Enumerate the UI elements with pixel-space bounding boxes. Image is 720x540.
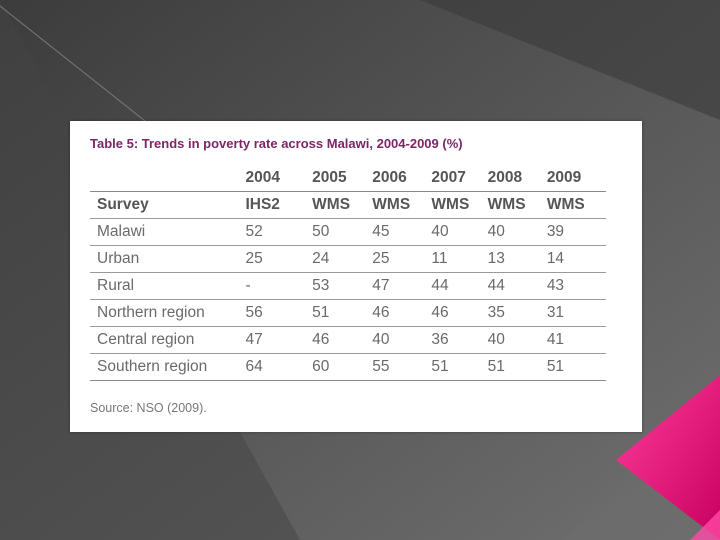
row-label: Northern region: [90, 299, 246, 327]
header-survey: WMS: [312, 191, 373, 219]
table-cell: 43: [546, 272, 606, 300]
background-facet-top: [0, 0, 720, 120]
table-cell: 31: [546, 299, 606, 327]
header-year: 2005: [312, 165, 373, 192]
header-year: 2009: [546, 165, 606, 192]
table-cell: 40: [372, 326, 432, 354]
table-cell: 25: [245, 245, 313, 273]
table-cell: 39: [546, 218, 606, 246]
header-survey: WMS: [546, 191, 606, 219]
table-cell: 47: [372, 272, 432, 300]
table-card: Table 5: Trends in poverty rate across M…: [70, 121, 642, 432]
table-cell: 46: [372, 299, 432, 327]
table-cell: 51: [546, 353, 606, 381]
table-cell: -: [245, 272, 313, 300]
header-survey: WMS: [431, 191, 488, 219]
table-cell: 45: [372, 218, 432, 246]
table-cell: 40: [487, 218, 547, 246]
table-row: Malawi 52 50 45 40 40 39: [90, 218, 606, 246]
table-cell: 46: [312, 326, 373, 354]
table-cell: 25: [372, 245, 432, 273]
table-cell: 52: [245, 218, 313, 246]
table-cell: 44: [487, 272, 547, 300]
table-cell: 14: [546, 245, 606, 273]
header-survey: IHS2: [245, 191, 313, 219]
table-cell: 11: [431, 245, 488, 273]
table-cell: 51: [431, 353, 488, 381]
table-cell: 35: [487, 299, 547, 327]
row-label: Central region: [90, 326, 246, 354]
header-year: 2008: [487, 165, 547, 192]
background-line: [0, 5, 146, 122]
pink-accent-small: [690, 510, 720, 540]
row-label: Rural: [90, 272, 246, 300]
table-cell: 64: [245, 353, 313, 381]
source-note: Source: NSO (2009).: [90, 401, 207, 415]
table-row: Northern region 56 51 46 46 35 31: [90, 299, 606, 327]
pink-accent-triangle: [616, 375, 720, 540]
table-header-years: 2004 2005 2006 2007 2008 2009: [90, 165, 606, 192]
table-cell: 36: [431, 326, 488, 354]
row-label: Urban: [90, 245, 246, 273]
table-cell: 44: [431, 272, 488, 300]
table-cell: 50: [312, 218, 373, 246]
poverty-table: 2004 2005 2006 2007 2008 2009 Survey IHS…: [90, 165, 606, 381]
table-row: Urban 25 24 25 11 13 14: [90, 245, 606, 273]
header-empty-cell: [90, 165, 246, 192]
header-year: 2007: [431, 165, 488, 192]
table-row: Rural - 53 47 44 44 43: [90, 272, 606, 300]
table-title: Table 5: Trends in poverty rate across M…: [90, 136, 463, 151]
header-year: 2004: [245, 165, 313, 192]
table-row: Central region 47 46 40 36 40 41: [90, 326, 606, 354]
table-cell: 56: [245, 299, 313, 327]
header-survey: WMS: [372, 191, 432, 219]
table-cell: 24: [312, 245, 373, 273]
table-cell: 51: [312, 299, 373, 327]
table-cell: 60: [312, 353, 373, 381]
table-cell: 40: [487, 326, 547, 354]
table-cell: 53: [312, 272, 373, 300]
table-row: Southern region 64 60 55 51 51 51: [90, 353, 606, 381]
table-cell: 47: [245, 326, 313, 354]
header-year: 2006: [372, 165, 432, 192]
table-cell: 51: [487, 353, 547, 381]
table-cell: 46: [431, 299, 488, 327]
table-cell: 55: [372, 353, 432, 381]
row-label: Southern region: [90, 353, 246, 381]
header-survey: WMS: [487, 191, 547, 219]
row-label: Malawi: [90, 218, 246, 246]
table-cell: 40: [431, 218, 488, 246]
header-survey-label: Survey: [90, 191, 246, 219]
table-cell: 13: [487, 245, 547, 273]
table-header-surveys: Survey IHS2 WMS WMS WMS WMS WMS: [90, 191, 606, 219]
table-cell: 41: [546, 326, 606, 354]
